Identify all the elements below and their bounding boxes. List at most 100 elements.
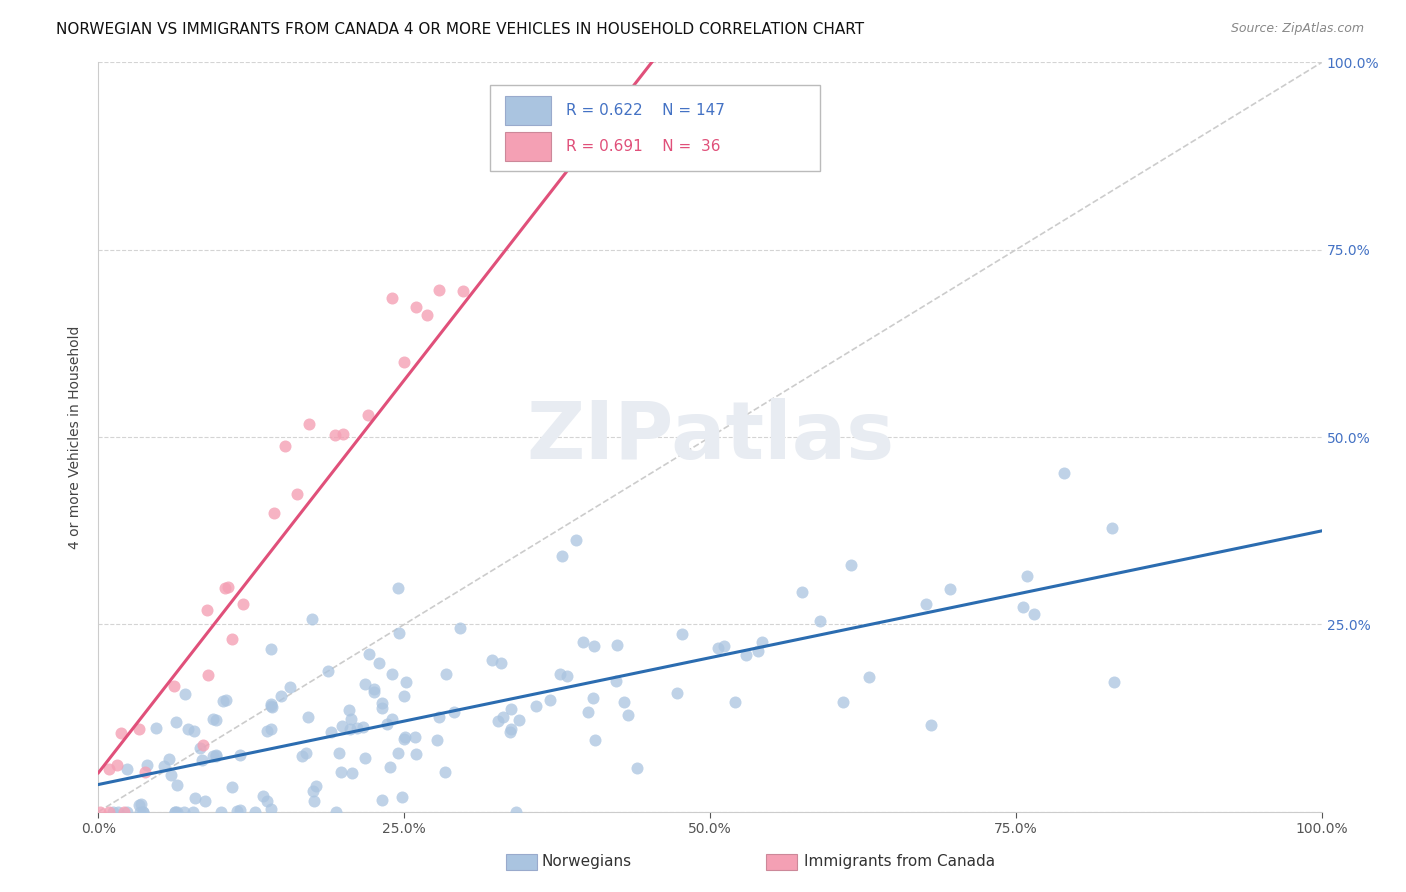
Point — [499, 724, 522, 739]
Point — [252, 789, 274, 804]
Point — [623, 93, 645, 107]
Point — [915, 598, 938, 612]
Point — [262, 700, 284, 714]
Point — [354, 677, 377, 691]
Point — [551, 549, 574, 563]
Point — [582, 639, 605, 653]
Point — [176, 722, 198, 736]
Point — [492, 709, 515, 723]
Point — [301, 612, 323, 626]
Point — [489, 656, 512, 670]
Point — [713, 639, 735, 653]
Point — [128, 722, 150, 736]
Point — [298, 417, 321, 431]
Point — [129, 797, 152, 811]
Point — [747, 644, 769, 658]
Point — [735, 648, 758, 662]
Point — [434, 667, 457, 681]
Point — [505, 805, 527, 819]
Point — [451, 285, 474, 299]
Point — [831, 695, 853, 709]
Point — [229, 747, 252, 762]
Point — [323, 427, 346, 442]
Point — [352, 720, 374, 734]
Point — [583, 733, 606, 747]
Point — [723, 695, 745, 709]
Point — [280, 680, 302, 694]
Y-axis label: 4 or more Vehicles in Household: 4 or more Vehicles in Household — [69, 326, 83, 549]
Point — [554, 93, 576, 107]
Point — [486, 714, 509, 728]
Point — [115, 762, 138, 776]
Bar — [505, 96, 551, 125]
Point — [415, 308, 437, 322]
Point — [920, 718, 942, 732]
Point — [89, 805, 111, 819]
Point — [499, 701, 522, 715]
Point — [395, 674, 418, 689]
Text: R = 0.622    N = 147: R = 0.622 N = 147 — [565, 103, 724, 118]
Point — [404, 730, 426, 744]
Text: NORWEGIAN VS IMMIGRANTS FROM CANADA 4 OR MORE VEHICLES IN HOUSEHOLD CORRELATION : NORWEGIAN VS IMMIGRANTS FROM CANADA 4 OR… — [56, 22, 865, 37]
Point — [501, 723, 523, 737]
Point — [260, 802, 283, 816]
Point — [405, 747, 427, 761]
Point — [370, 696, 392, 710]
Point — [294, 746, 316, 760]
Point — [302, 794, 325, 808]
Point — [387, 626, 409, 640]
Point — [392, 731, 415, 746]
Point — [354, 751, 377, 765]
Point — [183, 723, 205, 738]
Point — [381, 291, 404, 305]
Point — [153, 759, 176, 773]
Point — [363, 684, 385, 698]
Point — [195, 603, 218, 617]
Point — [166, 779, 188, 793]
Point — [188, 740, 211, 755]
Point — [1012, 600, 1035, 615]
Point — [433, 764, 456, 779]
Point — [112, 805, 135, 819]
Point — [751, 635, 773, 649]
Point — [378, 760, 401, 774]
Point — [481, 653, 503, 667]
Point — [136, 757, 159, 772]
Point — [107, 805, 129, 819]
Point — [340, 712, 363, 726]
Point — [626, 761, 648, 775]
Point — [174, 687, 197, 701]
Point — [1015, 568, 1038, 582]
Point — [1104, 675, 1126, 690]
Point — [291, 748, 314, 763]
Point — [181, 805, 204, 819]
Point — [427, 283, 450, 297]
Point — [173, 805, 195, 819]
Point — [565, 533, 588, 547]
Text: Source: ZipAtlas.com: Source: ZipAtlas.com — [1230, 22, 1364, 36]
Point — [163, 679, 186, 693]
Point — [613, 695, 636, 709]
Text: Norwegians: Norwegians — [541, 855, 631, 869]
Point — [339, 722, 361, 736]
Point — [792, 585, 814, 599]
Point — [330, 764, 353, 779]
Point — [297, 710, 319, 724]
Point — [394, 689, 416, 703]
Point — [105, 758, 128, 772]
Point — [229, 803, 252, 817]
Point — [221, 780, 243, 794]
Point — [205, 749, 228, 764]
Point — [711, 93, 734, 107]
Point — [675, 93, 697, 107]
Point — [557, 669, 579, 683]
Point — [217, 580, 239, 594]
Point — [391, 789, 413, 804]
Point — [508, 713, 530, 727]
Point — [110, 726, 132, 740]
Point — [560, 93, 582, 107]
Point — [134, 765, 156, 780]
Point — [128, 798, 150, 813]
Point — [405, 300, 427, 314]
Point — [443, 705, 465, 719]
